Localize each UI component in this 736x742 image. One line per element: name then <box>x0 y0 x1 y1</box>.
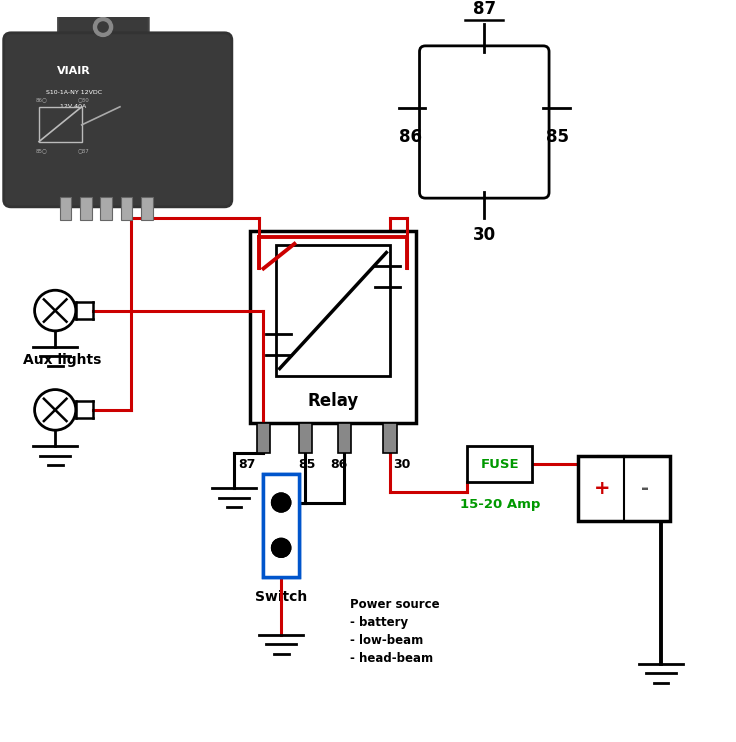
Text: 30: 30 <box>473 226 496 243</box>
Bar <box>263 473 299 577</box>
Text: 85: 85 <box>298 458 316 470</box>
Bar <box>60 197 71 220</box>
Text: 86: 86 <box>399 128 422 146</box>
Circle shape <box>272 539 291 557</box>
Text: 85○: 85○ <box>35 148 47 153</box>
Bar <box>299 423 312 453</box>
Text: Relay: Relay <box>308 393 358 410</box>
Bar <box>121 197 132 220</box>
Text: 87: 87 <box>473 0 496 19</box>
Text: S10-1A-NY 12VDC: S10-1A-NY 12VDC <box>46 90 102 95</box>
Bar <box>257 423 270 453</box>
Text: 86○: 86○ <box>35 97 47 102</box>
FancyBboxPatch shape <box>4 33 232 207</box>
Bar <box>39 107 82 142</box>
Text: Switch: Switch <box>255 590 307 604</box>
Bar <box>467 446 532 482</box>
Circle shape <box>93 18 113 36</box>
Text: 15-20 Amp: 15-20 Amp <box>459 498 540 510</box>
Text: ○87: ○87 <box>77 148 89 153</box>
FancyBboxPatch shape <box>58 10 149 47</box>
Text: Aux lights: Aux lights <box>24 353 102 367</box>
Text: 86: 86 <box>330 458 347 470</box>
Bar <box>383 423 397 453</box>
Text: Power source
- battery
- low-beam
- head-beam: Power source - battery - low-beam - head… <box>350 598 439 666</box>
Bar <box>100 197 112 220</box>
Bar <box>250 231 416 423</box>
Circle shape <box>272 539 291 557</box>
Bar <box>578 456 670 521</box>
Circle shape <box>272 493 291 512</box>
Bar <box>276 246 390 375</box>
Bar <box>141 197 153 220</box>
Text: ○30: ○30 <box>77 97 89 102</box>
Bar <box>338 423 351 453</box>
Text: 30: 30 <box>393 458 411 470</box>
Text: 85: 85 <box>546 128 570 146</box>
Circle shape <box>272 493 291 512</box>
Bar <box>263 473 299 577</box>
Text: -: - <box>641 479 649 498</box>
Circle shape <box>98 22 108 32</box>
Text: 87: 87 <box>238 458 256 470</box>
FancyBboxPatch shape <box>420 46 549 198</box>
Text: VIAIR: VIAIR <box>57 65 91 76</box>
Text: +: + <box>595 479 611 498</box>
Bar <box>80 197 92 220</box>
Text: 12V 40A: 12V 40A <box>60 105 87 109</box>
Text: FUSE: FUSE <box>481 458 519 470</box>
